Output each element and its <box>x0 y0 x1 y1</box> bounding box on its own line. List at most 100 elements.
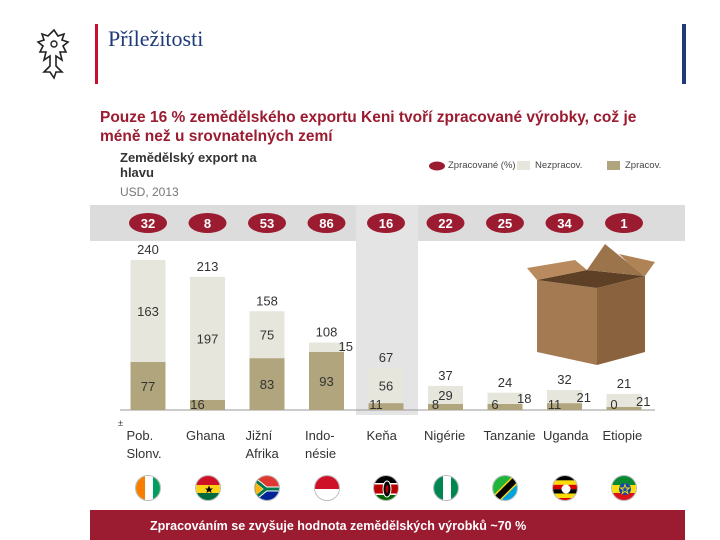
legend-processed-label: Zpracov. <box>625 160 662 171</box>
bar-unprocessed-label-0: 163 <box>137 304 159 319</box>
bar-unprocessed-5 <box>428 385 463 404</box>
bar-processed-label-6: 6 <box>491 397 498 412</box>
bar-processed-4 <box>368 403 404 410</box>
legend-processed: Zpracov. <box>607 160 677 171</box>
bar-unprocessed-3 <box>309 342 344 352</box>
bar-unprocessed-7 <box>547 390 582 404</box>
header-divider-blue <box>682 24 686 84</box>
bar-total-label-3: 108 <box>316 325 338 340</box>
bar-processed-0 <box>130 361 166 410</box>
category-label-2-1: Afrika <box>246 446 280 461</box>
kenya-flag-icon <box>373 475 399 501</box>
bar-unprocessed-label-8: 21 <box>636 394 650 409</box>
share-pill-label-0: 32 <box>141 216 155 231</box>
bar-processed-6 <box>487 404 523 410</box>
bar-processed-label-3: 93 <box>319 374 333 389</box>
south-africa-flag-icon <box>254 475 280 501</box>
category-label-8-0: Etiopie <box>603 428 643 443</box>
bar-processed-label-2: 83 <box>260 377 274 392</box>
chart-subtitle: Zemědělský export na hlavu <box>120 150 257 180</box>
category-label-0-1: Slonv. <box>127 446 162 461</box>
legend-processed-swatch <box>607 161 620 170</box>
footnote: ± <box>118 418 123 428</box>
share-pill-8 <box>605 213 643 233</box>
bar-processed-label-5: 8 <box>432 397 439 412</box>
share-pill-label-2: 53 <box>260 216 274 231</box>
bar-unprocessed-label-2: 75 <box>260 328 274 343</box>
uganda-flag-icon <box>551 475 578 501</box>
tanzania-flag-icon <box>492 475 518 501</box>
bar-processed-label-4: 11 <box>369 397 383 412</box>
bar-total-label-2: 158 <box>256 293 278 308</box>
legend-unprocessed-swatch <box>517 161 530 170</box>
bar-total-label-8: 21 <box>617 376 631 391</box>
bar-unprocessed-2 <box>249 311 285 359</box>
share-pill-5 <box>426 213 465 233</box>
bar-processed-label-1: 16 <box>190 397 204 412</box>
legend-share-swatch <box>429 161 445 171</box>
legend-unprocessed: Nezpracov. <box>517 160 607 171</box>
bar-processed-1 <box>190 400 225 410</box>
bar-unprocessed-label-3: 15 <box>339 339 353 354</box>
share-pill-label-3: 86 <box>319 216 333 231</box>
stacked-bar-chart: 3224077163Pob.Slonv.821316197Ghana531588… <box>120 213 655 461</box>
share-pill-label-6: 25 <box>498 216 512 231</box>
share-pill-label-8: 1 <box>620 216 627 231</box>
bar-processed-7 <box>547 403 582 410</box>
category-label-7-0: Uganda <box>543 428 589 443</box>
czech-lion-logo-icon <box>28 26 80 82</box>
bar-processed-8 <box>606 407 642 410</box>
bar-unprocessed-4 <box>368 368 404 404</box>
category-label-0-0: Pob. <box>127 428 154 443</box>
indonesia-flag-icon <box>313 475 340 501</box>
bar-unprocessed-label-1: 197 <box>197 331 219 346</box>
bar-unprocessed-1 <box>190 276 225 400</box>
category-label-4-0: Keňa <box>367 428 398 443</box>
bar-unprocessed-label-7: 21 <box>577 390 591 405</box>
bar-total-label-1: 213 <box>197 259 219 274</box>
legend-share-label: Zpracované (%) <box>448 160 516 171</box>
share-pill-label-7: 34 <box>557 216 572 231</box>
bar-total-label-0: 240 <box>137 242 159 257</box>
bar-processed-2 <box>249 358 285 410</box>
share-pill-4 <box>367 213 405 233</box>
bar-total-label-7: 32 <box>557 372 571 387</box>
bar-total-label-4: 67 <box>379 350 393 365</box>
ethiopia-flag-icon <box>611 475 637 501</box>
bar-total-label-5: 37 <box>438 368 452 383</box>
share-pill-2 <box>248 213 286 233</box>
share-pill-3 <box>307 213 346 233</box>
legend-share: Zpracované (%) <box>428 160 518 171</box>
bar-unprocessed-0 <box>130 260 166 362</box>
share-pill-label-5: 22 <box>438 216 452 231</box>
share-pill-7 <box>545 213 584 233</box>
bar-processed-3 <box>309 351 344 410</box>
ghana-flag-icon <box>194 475 221 501</box>
bar-total-label-6: 24 <box>498 375 512 390</box>
share-pill-1 <box>188 213 227 233</box>
share-pill-label-1: 8 <box>204 216 211 231</box>
bar-unprocessed-label-6: 18 <box>517 391 531 406</box>
bar-processed-label-8: 0 <box>610 397 617 412</box>
nigeria-flag-icon <box>432 475 459 501</box>
page-title: Příležitosti <box>108 26 204 51</box>
bar-unprocessed-8 <box>606 393 642 407</box>
bar-processed-label-7: 11 <box>548 397 562 412</box>
ivory-coast-flag-icon <box>135 475 161 501</box>
bar-unprocessed-label-4: 56 <box>379 379 393 394</box>
share-pill-6 <box>486 213 524 233</box>
header-divider-red <box>95 24 98 84</box>
category-label-1-0: Ghana <box>186 428 226 443</box>
cardboard-box-icon <box>527 240 657 375</box>
share-pill-0 <box>129 213 167 233</box>
bar-unprocessed-6 <box>487 392 523 404</box>
chart-unit: USD, 2013 <box>120 185 179 199</box>
category-label-6-0: Tanzanie <box>484 428 536 443</box>
category-label-2-0: Jižní <box>246 428 273 443</box>
bar-processed-label-0: 77 <box>141 379 155 394</box>
slide-headline: Pouze 16 % zemědělského exportu Keni tvo… <box>100 109 637 145</box>
share-pill-label-4: 16 <box>379 216 393 231</box>
bar-unprocessed-label-5: 29 <box>438 388 452 403</box>
category-label-3-1: nésie <box>305 446 336 461</box>
conclusion-band <box>90 510 685 540</box>
